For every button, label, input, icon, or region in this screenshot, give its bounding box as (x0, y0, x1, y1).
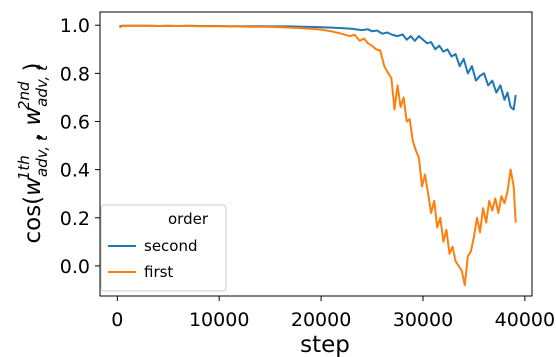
y-tick-label: 1.0 (60, 15, 90, 37)
series-line-second (119, 24, 517, 111)
legend-title: order (168, 210, 209, 228)
plot-area (118, 24, 517, 287)
x-axis-ticks: 0 10000 20000 30000 40000 (111, 296, 555, 331)
x-tick-label: 20000 (291, 309, 351, 331)
y-axis-label-w1-sup: 1th (15, 155, 33, 180)
legend-box (100, 204, 227, 292)
x-tick-label: 30000 (393, 309, 453, 331)
y-tick-label: 0.4 (60, 160, 90, 182)
series-line-first (118, 24, 517, 287)
y-axis-label-w2: w (20, 107, 46, 126)
y-axis-label-w2-sub: adv, t (33, 64, 51, 107)
y-axis-label-suffix: ) (20, 62, 46, 71)
y-axis-label-w2-sup: 2nd (15, 81, 33, 110)
x-tick-label: 0 (111, 309, 123, 331)
y-axis-label-prefix: cos( (20, 196, 46, 244)
y-axis-label: cos(wadv, t1th, wadv, t2nd) (15, 62, 51, 243)
x-tick-label: 40000 (495, 309, 555, 331)
y-tick-label: 0.0 (60, 256, 90, 278)
y-tick-label: 0.6 (60, 112, 90, 134)
legend-label-first: first (144, 263, 173, 281)
y-axis-label-w1: w (20, 177, 46, 196)
y-tick-label: 0.8 (60, 63, 90, 85)
x-axis-label: step (300, 332, 350, 357)
y-tick-label: 0.2 (60, 208, 90, 230)
y-axis-label-w1-sub: adv, t (33, 134, 51, 177)
y-axis-ticks: 0.0 0.2 0.4 0.6 0.8 1.0 (60, 15, 100, 278)
axes-frame (99, 11, 533, 297)
y-axis-label-sep: , (20, 126, 46, 141)
legend: order second first (100, 204, 227, 292)
x-tick-label: 10000 (189, 309, 249, 331)
legend-label-second: second (144, 237, 198, 255)
